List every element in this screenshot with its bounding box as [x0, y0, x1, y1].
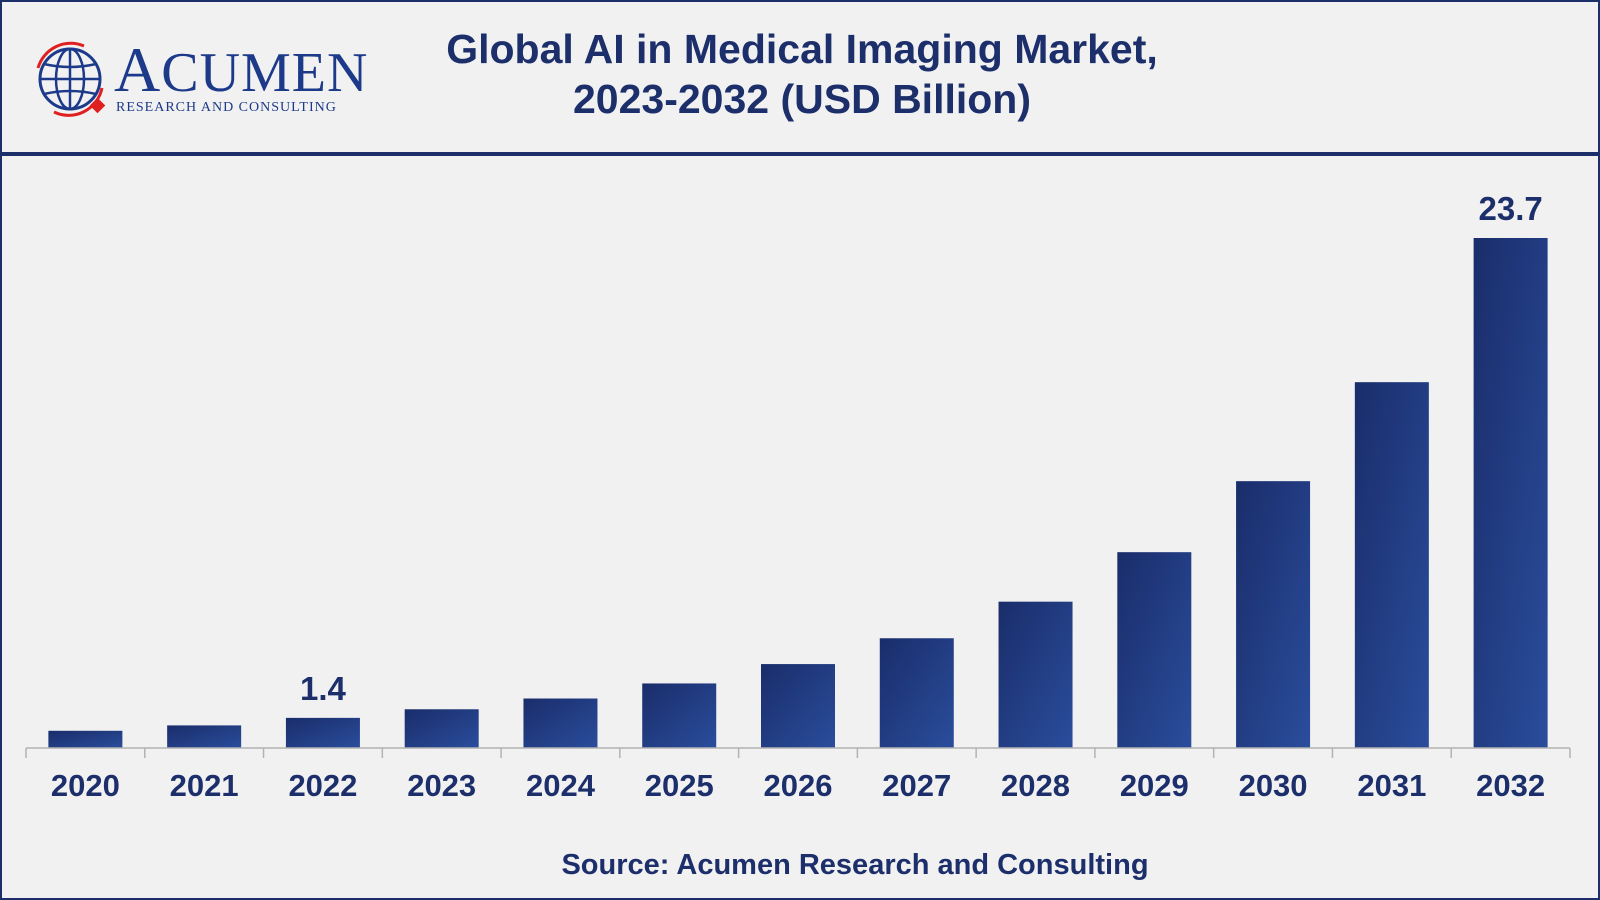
bars-group	[48, 238, 1548, 748]
source-note: Source: Acumen Research and Consulting	[561, 849, 1149, 881]
bar-2021	[167, 725, 242, 748]
data-label-2032: 23.7	[1478, 190, 1542, 227]
x-tick-label-2025: 2025	[645, 768, 714, 803]
x-tick-label-2027: 2027	[882, 768, 951, 803]
data-labels: 1.4 23.7	[300, 190, 1543, 707]
header: ACUMEN RESEARCH AND CONSULTING Global AI…	[2, 2, 1598, 156]
bar-2025	[642, 683, 717, 748]
chart-title-line-1: Global AI in Medical Imaging Market,	[446, 26, 1158, 72]
x-axis-labels: 2020 2021 2022 2023 2024 2025 2026 2027 2028 2029…	[51, 768, 1545, 803]
x-tick-label-2032: 2032	[1476, 768, 1545, 803]
bar-2028	[998, 601, 1073, 748]
bar-chart: 2020 2021 2022 2023 2024 2025 2026 2027 2028 2029…	[25, 190, 1571, 803]
x-axis-ticks	[25, 748, 1571, 758]
x-tick-label-2022: 2022	[288, 768, 357, 803]
bar-2031	[1354, 382, 1429, 748]
bar-2032	[1473, 238, 1548, 748]
x-tick-label-2021: 2021	[170, 768, 239, 803]
x-tick-label-2023: 2023	[407, 768, 476, 803]
chart-title-line-2: 2023-2032 (USD Billion)	[573, 76, 1031, 122]
bar-2020	[48, 730, 123, 748]
x-tick-label-2029: 2029	[1120, 768, 1189, 803]
bar-2024	[523, 698, 598, 748]
x-tick-label-2028: 2028	[1001, 768, 1070, 803]
x-tick-label-2031: 2031	[1357, 768, 1426, 803]
logo-tagline: RESEARCH AND CONSULTING	[116, 100, 337, 115]
acumen-logo: ACUMEN RESEARCH AND CONSULTING	[32, 38, 367, 118]
x-tick-label-2020: 2020	[51, 768, 120, 803]
bar-2029	[1117, 552, 1192, 748]
logo-wordmark: ACUMEN	[114, 34, 369, 105]
x-tick-label-2026: 2026	[764, 768, 833, 803]
bar-2027	[879, 638, 954, 748]
chart-title: Global AI in Medical Imaging Market, 202…	[382, 24, 1222, 124]
x-tick-label-2024: 2024	[526, 768, 596, 803]
bar-2023	[404, 709, 479, 748]
bar-2022	[285, 717, 360, 748]
bar-2026	[761, 664, 835, 748]
globe-icon	[36, 41, 106, 117]
data-label-2022: 1.4	[300, 670, 347, 707]
bar-2030	[1236, 481, 1311, 748]
x-tick-label-2030: 2030	[1239, 768, 1308, 803]
